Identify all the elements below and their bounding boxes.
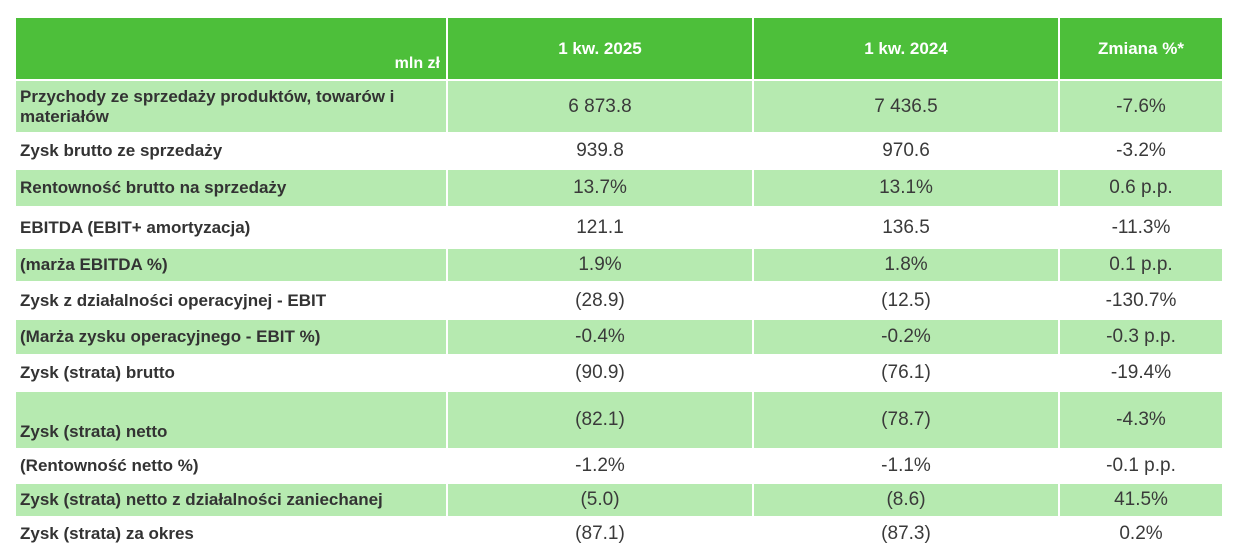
value-q1-2025: 13.7% — [447, 169, 754, 208]
value-q1-2024: -0.2% — [753, 319, 1060, 356]
value-q1-2025: (28.9) — [447, 282, 754, 320]
value-q1-2025: -1.2% — [447, 449, 754, 484]
value-change: -11.3% — [1059, 207, 1222, 249]
value-change: 0.6 p.p. — [1059, 169, 1222, 208]
value-q1-2024: (76.1) — [753, 355, 1060, 392]
table-row: Zysk (strata) netto z działalności zanie… — [16, 483, 1222, 518]
value-change: -3.2% — [1059, 133, 1222, 170]
value-q1-2024: 1.8% — [753, 248, 1060, 283]
value-q1-2025: 6 873.8 — [447, 80, 754, 134]
value-q1-2024: (12.5) — [753, 282, 1060, 320]
row-label: Zysk (strata) za okres — [16, 517, 448, 552]
value-change: 0.2% — [1059, 517, 1222, 552]
header-row: mln zł 1 kw. 2025 1 kw. 2024 Zmiana %* — [16, 18, 1222, 81]
row-label: Zysk (strata) netto — [16, 391, 448, 450]
table-row: Zysk (strata) za okres (87.1) (87.3) 0.2… — [16, 517, 1222, 552]
value-change: -19.4% — [1059, 355, 1222, 392]
value-q1-2025: 1.9% — [447, 248, 754, 283]
row-label: EBITDA (EBIT+ amortyzacja) — [16, 207, 448, 249]
value-change: -4.3% — [1059, 391, 1222, 450]
row-label: (Rentowność netto %) — [16, 449, 448, 484]
value-change: -0.3 p.p. — [1059, 319, 1222, 356]
financial-results-table: mln zł 1 kw. 2025 1 kw. 2024 Zmiana %* P… — [16, 18, 1222, 552]
value-q1-2025: (90.9) — [447, 355, 754, 392]
value-q1-2025: (5.0) — [447, 483, 754, 518]
table-row: EBITDA (EBIT+ amortyzacja) 121.1 136.5 -… — [16, 207, 1222, 249]
row-label: Zysk (strata) brutto — [16, 355, 448, 392]
value-q1-2025: (82.1) — [447, 391, 754, 450]
value-change: 41.5% — [1059, 483, 1222, 518]
value-q1-2024: 970.6 — [753, 133, 1060, 170]
table-row: Rentowność brutto na sprzedaży 13.7% 13.… — [16, 169, 1222, 208]
row-label: (marża EBITDA %) — [16, 248, 448, 283]
value-q1-2025: -0.4% — [447, 319, 754, 356]
value-q1-2025: (87.1) — [447, 517, 754, 552]
row-label: Przychody ze sprzedaży produktów, towaró… — [16, 80, 448, 134]
value-change: 0.1 p.p. — [1059, 248, 1222, 283]
value-q1-2024: 7 436.5 — [753, 80, 1060, 134]
table-row: (marża EBITDA %) 1.9% 1.8% 0.1 p.p. — [16, 248, 1222, 283]
value-q1-2024: 13.1% — [753, 169, 1060, 208]
row-label: Zysk z działalności operacyjnej - EBIT — [16, 282, 448, 320]
row-label: Zysk (strata) netto z działalności zanie… — [16, 483, 448, 518]
column-header-change: Zmiana %* — [1059, 18, 1222, 81]
table-row: Zysk brutto ze sprzedaży 939.8 970.6 -3.… — [16, 133, 1222, 170]
value-change: -7.6% — [1059, 80, 1222, 134]
value-q1-2024: (8.6) — [753, 483, 1060, 518]
table-row: Zysk (strata) netto (82.1) (78.7) -4.3% — [16, 391, 1222, 450]
value-q1-2024: -1.1% — [753, 449, 1060, 484]
value-q1-2025: 121.1 — [447, 207, 754, 249]
table-row: Przychody ze sprzedaży produktów, towaró… — [16, 80, 1222, 134]
value-change: -0.1 p.p. — [1059, 449, 1222, 484]
table-row: Zysk z działalności operacyjnej - EBIT (… — [16, 282, 1222, 320]
column-header-q1-2025: 1 kw. 2025 — [447, 18, 754, 81]
unit-header: mln zł — [16, 18, 448, 81]
table-row: (Marża zysku operacyjnego - EBIT %) -0.4… — [16, 319, 1222, 356]
table-row: Zysk (strata) brutto (90.9) (76.1) -19.4… — [16, 355, 1222, 392]
column-header-q1-2024: 1 kw. 2024 — [753, 18, 1060, 81]
value-change: -130.7% — [1059, 282, 1222, 320]
row-label: (Marża zysku operacyjnego - EBIT %) — [16, 319, 448, 356]
value-q1-2024: (78.7) — [753, 391, 1060, 450]
value-q1-2025: 939.8 — [447, 133, 754, 170]
value-q1-2024: (87.3) — [753, 517, 1060, 552]
value-q1-2024: 136.5 — [753, 207, 1060, 249]
table-row: (Rentowność netto %) -1.2% -1.1% -0.1 p.… — [16, 449, 1222, 484]
row-label: Rentowność brutto na sprzedaży — [16, 169, 448, 208]
row-label: Zysk brutto ze sprzedaży — [16, 133, 448, 170]
